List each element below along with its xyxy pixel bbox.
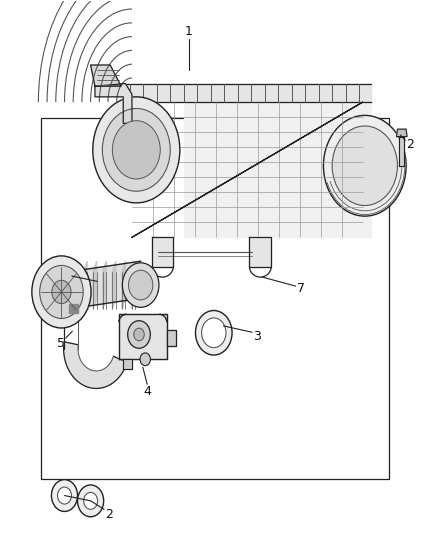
Polygon shape [123,359,132,369]
Polygon shape [396,129,407,136]
Polygon shape [399,136,404,166]
Polygon shape [131,261,135,309]
Text: 7: 7 [297,282,305,295]
Polygon shape [69,304,78,313]
Text: 6: 6 [64,265,71,278]
Circle shape [113,120,160,179]
Polygon shape [119,314,167,359]
Circle shape [128,321,150,348]
Text: 4: 4 [143,385,151,398]
Polygon shape [91,65,121,86]
Circle shape [40,265,83,318]
Text: 2: 2 [406,138,414,151]
Text: 2: 2 [106,508,113,521]
Polygon shape [113,261,116,309]
Text: 5: 5 [57,337,64,350]
Circle shape [140,353,150,366]
Polygon shape [93,261,97,309]
Circle shape [51,480,78,512]
Circle shape [84,492,98,510]
Circle shape [122,263,159,308]
Circle shape [128,270,153,300]
Circle shape [134,328,144,341]
Circle shape [323,115,406,216]
Polygon shape [103,261,106,309]
Polygon shape [132,102,363,237]
Circle shape [332,126,397,206]
Bar [41,118,389,479]
Circle shape [195,311,232,355]
Circle shape [201,318,226,348]
Polygon shape [84,261,87,309]
Polygon shape [74,261,78,309]
Polygon shape [95,84,132,123]
Circle shape [93,97,180,203]
Polygon shape [69,261,141,309]
Polygon shape [250,237,271,266]
Text: 3: 3 [253,330,261,343]
Polygon shape [152,237,173,266]
Circle shape [102,109,170,191]
Circle shape [57,487,71,504]
Polygon shape [184,84,371,237]
Polygon shape [167,330,177,346]
Text: 1: 1 [184,25,192,38]
Polygon shape [123,84,371,102]
Circle shape [52,280,71,304]
Circle shape [78,485,104,517]
Polygon shape [64,342,127,389]
Polygon shape [122,261,125,309]
Circle shape [32,256,91,328]
